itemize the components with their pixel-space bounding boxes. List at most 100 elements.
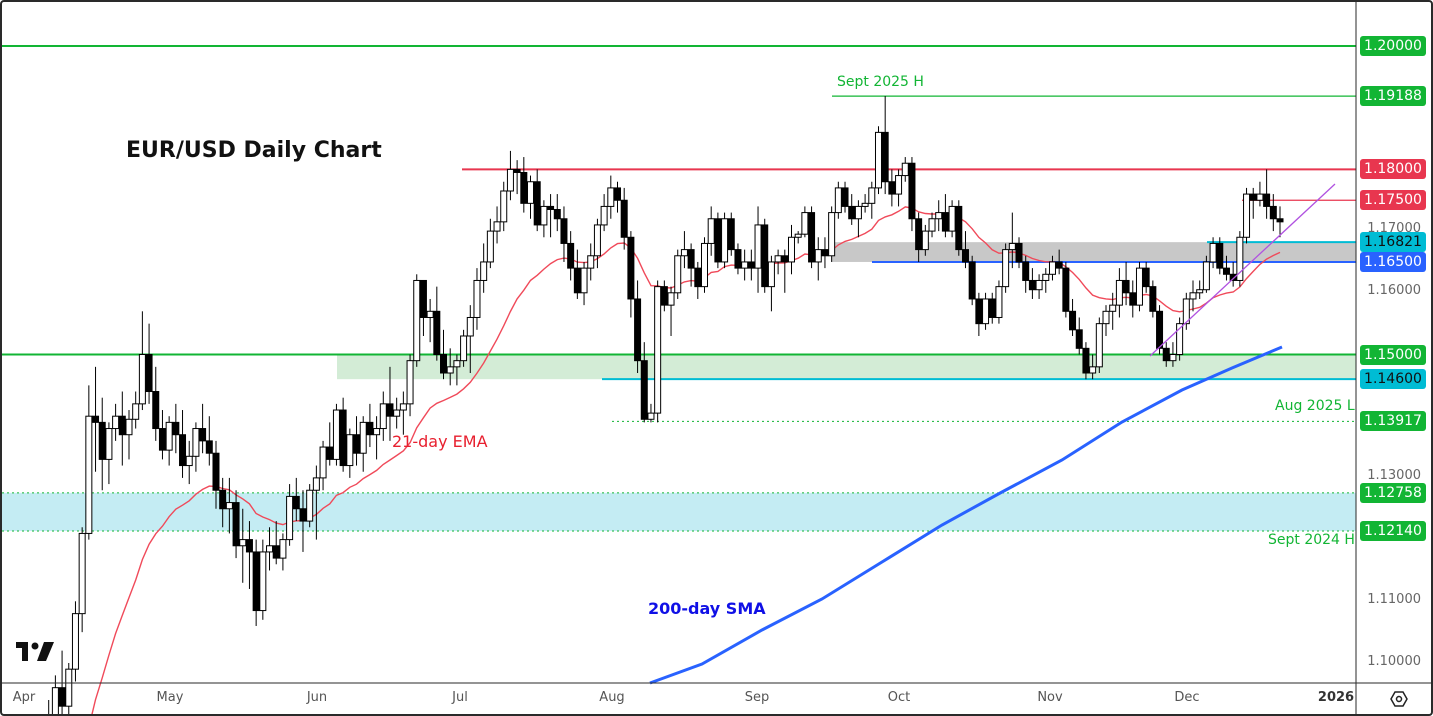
candle <box>1216 242 1224 269</box>
candle <box>901 162 909 177</box>
candle <box>527 181 535 204</box>
candle <box>1209 242 1217 263</box>
candle <box>680 249 688 257</box>
candle <box>1162 347 1170 362</box>
candle <box>1022 261 1030 281</box>
candle <box>219 489 227 510</box>
candle <box>105 428 113 460</box>
time-tick: Dec <box>1174 690 1200 705</box>
candle <box>520 171 528 204</box>
candle <box>1069 310 1077 331</box>
candle <box>165 421 173 451</box>
candle <box>614 187 622 201</box>
candle <box>299 508 307 522</box>
price-tick: 1.10000 <box>1367 654 1421 669</box>
zone <box>832 242 1356 262</box>
candle <box>1169 354 1177 362</box>
candle <box>1182 298 1190 325</box>
zone <box>337 354 1356 380</box>
candle <box>580 267 588 294</box>
candle <box>339 409 347 467</box>
price-badge: 1.12140 <box>1360 520 1426 541</box>
candle <box>1028 279 1036 291</box>
candle <box>1229 273 1237 281</box>
candle <box>252 551 260 612</box>
candle <box>1089 366 1097 374</box>
candle <box>895 175 903 195</box>
candle <box>1202 261 1210 291</box>
candle <box>1122 279 1130 294</box>
candle <box>915 218 923 251</box>
candle <box>1149 286 1157 312</box>
candle <box>185 455 193 467</box>
candle <box>446 366 454 374</box>
candle <box>734 249 742 269</box>
time-tick: Sep <box>744 690 770 705</box>
candle <box>834 187 842 214</box>
candle <box>393 409 401 417</box>
candle <box>379 403 387 430</box>
candle <box>71 613 79 670</box>
candle <box>707 218 715 244</box>
candle <box>935 212 943 220</box>
candle <box>1196 289 1204 294</box>
candle <box>292 495 300 510</box>
candle <box>627 236 635 300</box>
candle <box>1015 242 1023 263</box>
candle <box>359 421 367 454</box>
chart-settings-button[interactable] <box>1387 688 1411 710</box>
candle <box>1055 261 1063 269</box>
candle <box>500 190 508 223</box>
price-tick: 1.11000 <box>1367 592 1421 607</box>
candle <box>794 233 802 238</box>
candle <box>988 298 996 318</box>
candle <box>975 298 983 325</box>
price-badge: 1.15000 <box>1360 344 1426 365</box>
time-tick: Nov <box>1037 690 1063 705</box>
candle <box>821 249 829 257</box>
candle <box>660 286 668 306</box>
candle <box>306 489 314 522</box>
candle <box>58 687 66 707</box>
candle <box>774 255 782 263</box>
candle <box>286 495 294 541</box>
candle <box>1042 273 1050 281</box>
candle <box>480 261 488 281</box>
candle <box>654 286 662 414</box>
time-tick: Jun <box>306 690 328 705</box>
candle <box>125 418 133 436</box>
candle <box>841 187 849 207</box>
candle <box>667 292 675 306</box>
candle <box>1129 292 1137 306</box>
candle <box>145 354 153 393</box>
candle <box>118 415 126 436</box>
candle <box>1135 267 1143 306</box>
candle <box>928 218 936 232</box>
candle <box>1276 218 1284 223</box>
candle <box>961 249 969 263</box>
sma-200-line <box>649 345 1283 685</box>
candle <box>138 354 146 405</box>
candle <box>881 131 889 183</box>
candle <box>192 428 200 457</box>
candle <box>607 187 615 207</box>
price-badge: 1.13917 <box>1360 411 1426 432</box>
candle <box>312 477 320 491</box>
trendline[interactable] <box>1149 183 1336 357</box>
candle <box>1082 347 1090 374</box>
ema-21-line <box>91 206 1281 714</box>
candle <box>373 428 381 436</box>
candle <box>955 205 963 251</box>
candle <box>132 403 140 420</box>
candle <box>948 205 956 232</box>
candle <box>232 502 240 547</box>
candle <box>346 434 354 467</box>
candle <box>1222 267 1230 275</box>
candle <box>426 310 434 318</box>
candle <box>272 545 280 559</box>
candle <box>51 687 59 714</box>
candle <box>1263 193 1271 207</box>
candle <box>868 187 876 204</box>
candle <box>908 162 916 220</box>
